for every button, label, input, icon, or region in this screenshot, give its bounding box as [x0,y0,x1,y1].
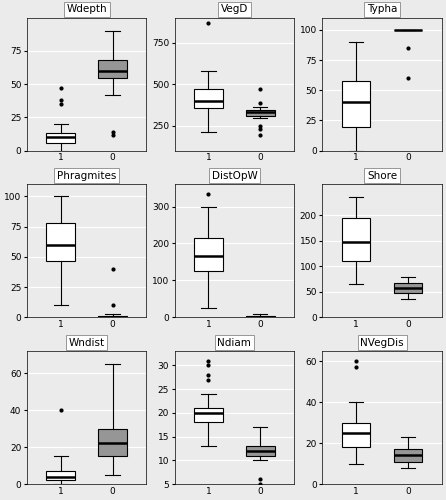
Title: Typha: Typha [367,4,397,14]
Title: Ndiam: Ndiam [218,338,252,347]
PathPatch shape [194,408,223,422]
PathPatch shape [98,428,127,456]
PathPatch shape [46,134,75,142]
PathPatch shape [342,80,371,126]
PathPatch shape [246,446,275,456]
PathPatch shape [342,422,371,447]
PathPatch shape [98,60,127,78]
PathPatch shape [46,471,75,480]
PathPatch shape [98,316,127,318]
PathPatch shape [246,110,275,116]
Title: Shore: Shore [367,171,397,181]
PathPatch shape [194,89,223,108]
Title: Wdepth: Wdepth [66,4,107,14]
Title: NVegDis: NVegDis [360,338,404,347]
PathPatch shape [194,238,223,271]
PathPatch shape [342,218,371,261]
Title: VegD: VegD [221,4,248,14]
Title: Phragmites: Phragmites [57,171,116,181]
PathPatch shape [394,450,422,462]
PathPatch shape [394,283,422,293]
Title: DistOpW: DistOpW [211,171,257,181]
PathPatch shape [46,223,75,260]
PathPatch shape [246,316,275,318]
Title: Wndist: Wndist [69,338,105,347]
